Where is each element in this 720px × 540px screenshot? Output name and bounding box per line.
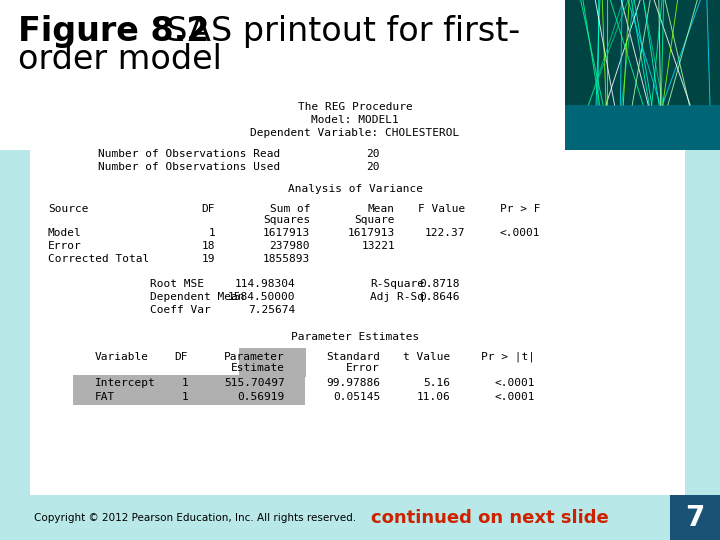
Text: 0.8646: 0.8646 xyxy=(420,292,460,302)
Text: Number of Observations Read: Number of Observations Read xyxy=(98,149,280,159)
Text: Coeff Var: Coeff Var xyxy=(150,305,211,315)
Text: <.0001: <.0001 xyxy=(495,378,535,388)
Text: R-Square: R-Square xyxy=(370,279,424,289)
Text: Intercept: Intercept xyxy=(95,378,156,388)
Text: DF: DF xyxy=(202,204,215,214)
Text: Mean: Mean xyxy=(368,204,395,214)
Text: Source: Source xyxy=(48,204,89,214)
Text: 7: 7 xyxy=(685,504,705,532)
FancyBboxPatch shape xyxy=(670,495,720,540)
Text: 114.98304: 114.98304 xyxy=(234,279,295,289)
Text: Sum of: Sum of xyxy=(269,204,310,214)
Text: Figure 8.2: Figure 8.2 xyxy=(18,15,210,48)
Text: Model: Model xyxy=(48,228,82,238)
Text: 19: 19 xyxy=(202,254,215,264)
Text: Root MSE: Root MSE xyxy=(150,279,204,289)
Text: Pr > F: Pr > F xyxy=(500,204,540,214)
Text: 99.97886: 99.97886 xyxy=(326,378,380,388)
Text: Variable: Variable xyxy=(95,352,149,362)
Text: Number of Observations Used: Number of Observations Used xyxy=(98,162,280,172)
Text: 1: 1 xyxy=(181,378,188,388)
Text: The REG Procedure: The REG Procedure xyxy=(297,102,413,112)
FancyBboxPatch shape xyxy=(0,0,720,150)
Text: Model: MODEL1: Model: MODEL1 xyxy=(311,115,399,125)
Text: order model: order model xyxy=(18,43,222,76)
Text: F Value: F Value xyxy=(418,204,465,214)
Text: Squares: Squares xyxy=(263,215,310,225)
Text: Dependent Mean: Dependent Mean xyxy=(150,292,245,302)
Text: 1: 1 xyxy=(181,392,188,402)
Text: FAT: FAT xyxy=(95,392,115,402)
Text: 1584.50000: 1584.50000 xyxy=(228,292,295,302)
Text: Corrected Total: Corrected Total xyxy=(48,254,149,264)
FancyBboxPatch shape xyxy=(565,105,720,150)
Text: t Value: t Value xyxy=(402,352,450,362)
Text: 1617913: 1617913 xyxy=(348,228,395,238)
Text: 515.70497: 515.70497 xyxy=(224,378,285,388)
Text: 0.8718: 0.8718 xyxy=(420,279,460,289)
Text: 11.06: 11.06 xyxy=(416,392,450,402)
Text: Standard: Standard xyxy=(326,352,380,362)
Text: <.0001: <.0001 xyxy=(495,392,535,402)
Text: Error: Error xyxy=(346,363,380,373)
FancyBboxPatch shape xyxy=(73,389,305,405)
Text: Square: Square xyxy=(354,215,395,225)
Text: SAS printout for first-: SAS printout for first- xyxy=(145,15,521,48)
FancyBboxPatch shape xyxy=(73,375,305,391)
Text: Estimate: Estimate xyxy=(231,363,285,373)
FancyBboxPatch shape xyxy=(239,348,306,377)
Text: 18: 18 xyxy=(202,241,215,251)
Text: Dependent Variable: CHOLESTEROL: Dependent Variable: CHOLESTEROL xyxy=(251,128,459,138)
FancyBboxPatch shape xyxy=(0,495,720,540)
Text: 13221: 13221 xyxy=(361,241,395,251)
Text: 20: 20 xyxy=(366,149,380,159)
Text: Pr > |t|: Pr > |t| xyxy=(481,352,535,362)
Text: Copyright © 2012 Pearson Education, Inc. All rights reserved.: Copyright © 2012 Pearson Education, Inc.… xyxy=(34,513,356,523)
Text: DF: DF xyxy=(174,352,188,362)
Text: 237980: 237980 xyxy=(269,241,310,251)
Text: 1: 1 xyxy=(208,228,215,238)
Text: Adj R-Sq: Adj R-Sq xyxy=(370,292,424,302)
Text: 1855893: 1855893 xyxy=(263,254,310,264)
FancyBboxPatch shape xyxy=(30,45,685,495)
Text: 7.25674: 7.25674 xyxy=(248,305,295,315)
Text: 0.05145: 0.05145 xyxy=(333,392,380,402)
Text: Parameter: Parameter xyxy=(224,352,285,362)
Text: 1617913: 1617913 xyxy=(263,228,310,238)
Text: continued on next slide: continued on next slide xyxy=(371,509,609,527)
FancyBboxPatch shape xyxy=(565,0,720,105)
Text: Parameter Estimates: Parameter Estimates xyxy=(291,332,419,342)
Text: 0.56919: 0.56919 xyxy=(238,392,285,402)
Text: 20: 20 xyxy=(366,162,380,172)
Text: 5.16: 5.16 xyxy=(423,378,450,388)
Text: Error: Error xyxy=(48,241,82,251)
Text: <.0001: <.0001 xyxy=(500,228,540,238)
Text: 122.37: 122.37 xyxy=(425,228,465,238)
Text: Analysis of Variance: Analysis of Variance xyxy=(287,184,423,194)
